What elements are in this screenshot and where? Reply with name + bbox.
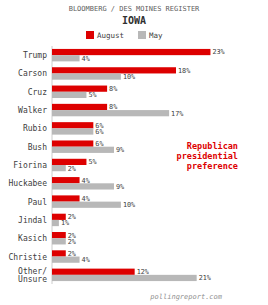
- text-line: Republican: [187, 141, 238, 151]
- data-label: 10%: [123, 73, 135, 81]
- data-label: 9%: [116, 183, 124, 191]
- category-label: Rubio: [23, 124, 47, 133]
- data-label: 4%: [82, 256, 90, 264]
- category-label: Bush: [28, 143, 47, 152]
- data-label: 4%: [82, 195, 90, 203]
- text-line: Cruz: [28, 88, 47, 97]
- text-line: Kasich: [18, 234, 47, 243]
- bar: [52, 92, 86, 98]
- data-label: 6%: [95, 140, 103, 148]
- category-label: Other/Unsure: [18, 267, 47, 284]
- data-label: 5%: [88, 158, 96, 166]
- bar: [52, 195, 80, 201]
- data-label: 8%: [109, 103, 117, 111]
- data-label: 9%: [116, 146, 124, 154]
- bar: [52, 232, 66, 238]
- data-label: 8%: [109, 85, 117, 93]
- text-line: Trump: [23, 51, 47, 60]
- bar: [52, 250, 66, 256]
- data-label: 2%: [68, 165, 76, 173]
- text-line: Huckabee: [8, 179, 47, 188]
- data-label: 2%: [68, 238, 76, 246]
- chart: BLOOMBERG / DES MOINES REGISTER IOWA Augus…: [0, 0, 268, 305]
- bar: [52, 165, 66, 171]
- bar: [52, 67, 176, 73]
- category-label: Trump: [23, 51, 47, 60]
- text-line: Fiorina: [13, 161, 47, 170]
- legend-swatch: [86, 31, 94, 39]
- category-label: Cruz: [28, 88, 47, 97]
- data-label: 6%: [95, 128, 103, 136]
- subtitle: BLOOMBERG / DES MOINES REGISTER: [69, 5, 200, 13]
- bar: [52, 128, 93, 134]
- bar: [52, 220, 59, 226]
- text-line: Walker: [18, 106, 47, 115]
- bar: [52, 49, 210, 55]
- text-line: presidential: [177, 151, 238, 161]
- data-label: 18%: [178, 67, 190, 75]
- text-line: Carson: [18, 69, 47, 78]
- data-label: 12%: [137, 268, 149, 276]
- category-label: Paul: [28, 198, 47, 207]
- category-label: Fiorina: [13, 161, 47, 170]
- data-label: 2%: [68, 250, 76, 258]
- category-label: Carson: [18, 69, 47, 78]
- text-line: Unsure: [18, 275, 47, 284]
- data-label: 23%: [212, 48, 224, 56]
- text-line: Bush: [28, 143, 47, 152]
- text-line: Rubio: [23, 124, 47, 133]
- bar: [52, 86, 107, 92]
- footer: pollingreport.com: [150, 293, 222, 301]
- data-label: 1%: [61, 219, 69, 227]
- data-label: 10%: [123, 201, 135, 209]
- bar: [52, 73, 121, 79]
- title: IOWA: [122, 15, 146, 26]
- bar: [52, 238, 66, 244]
- bar: [52, 140, 93, 146]
- text-line: Jindal: [18, 216, 47, 225]
- data-label: 17%: [171, 110, 183, 118]
- category-label: Walker: [18, 106, 47, 115]
- data-label: 5%: [88, 91, 96, 99]
- data-label: 4%: [82, 177, 90, 185]
- category-labels: Trump Carson Cruz Walker Rubio Bush Fiorina Huc…: [8, 51, 47, 284]
- legend-swatch: [138, 31, 146, 39]
- legend-label: August: [97, 31, 124, 40]
- category-label: Christie: [8, 253, 47, 262]
- bar: [52, 177, 80, 183]
- data-label: 4%: [82, 55, 90, 63]
- category-label: Kasich: [18, 234, 47, 243]
- text-line: preference: [187, 161, 238, 171]
- bar: [52, 275, 197, 281]
- bar: [52, 104, 107, 110]
- legend-label: May: [149, 31, 163, 40]
- bar: [52, 147, 114, 153]
- category-label: Jindal: [18, 216, 47, 225]
- data-label: 21%: [199, 274, 211, 282]
- text-line: Christie: [8, 253, 47, 262]
- legend: August May: [86, 31, 163, 40]
- text-line: Paul: [28, 198, 47, 207]
- annotation: Republicanpresidentialpreference: [177, 141, 238, 171]
- bar: [52, 269, 135, 275]
- bar: [52, 122, 93, 128]
- bar: [52, 55, 80, 61]
- category-label: Huckabee: [8, 179, 47, 188]
